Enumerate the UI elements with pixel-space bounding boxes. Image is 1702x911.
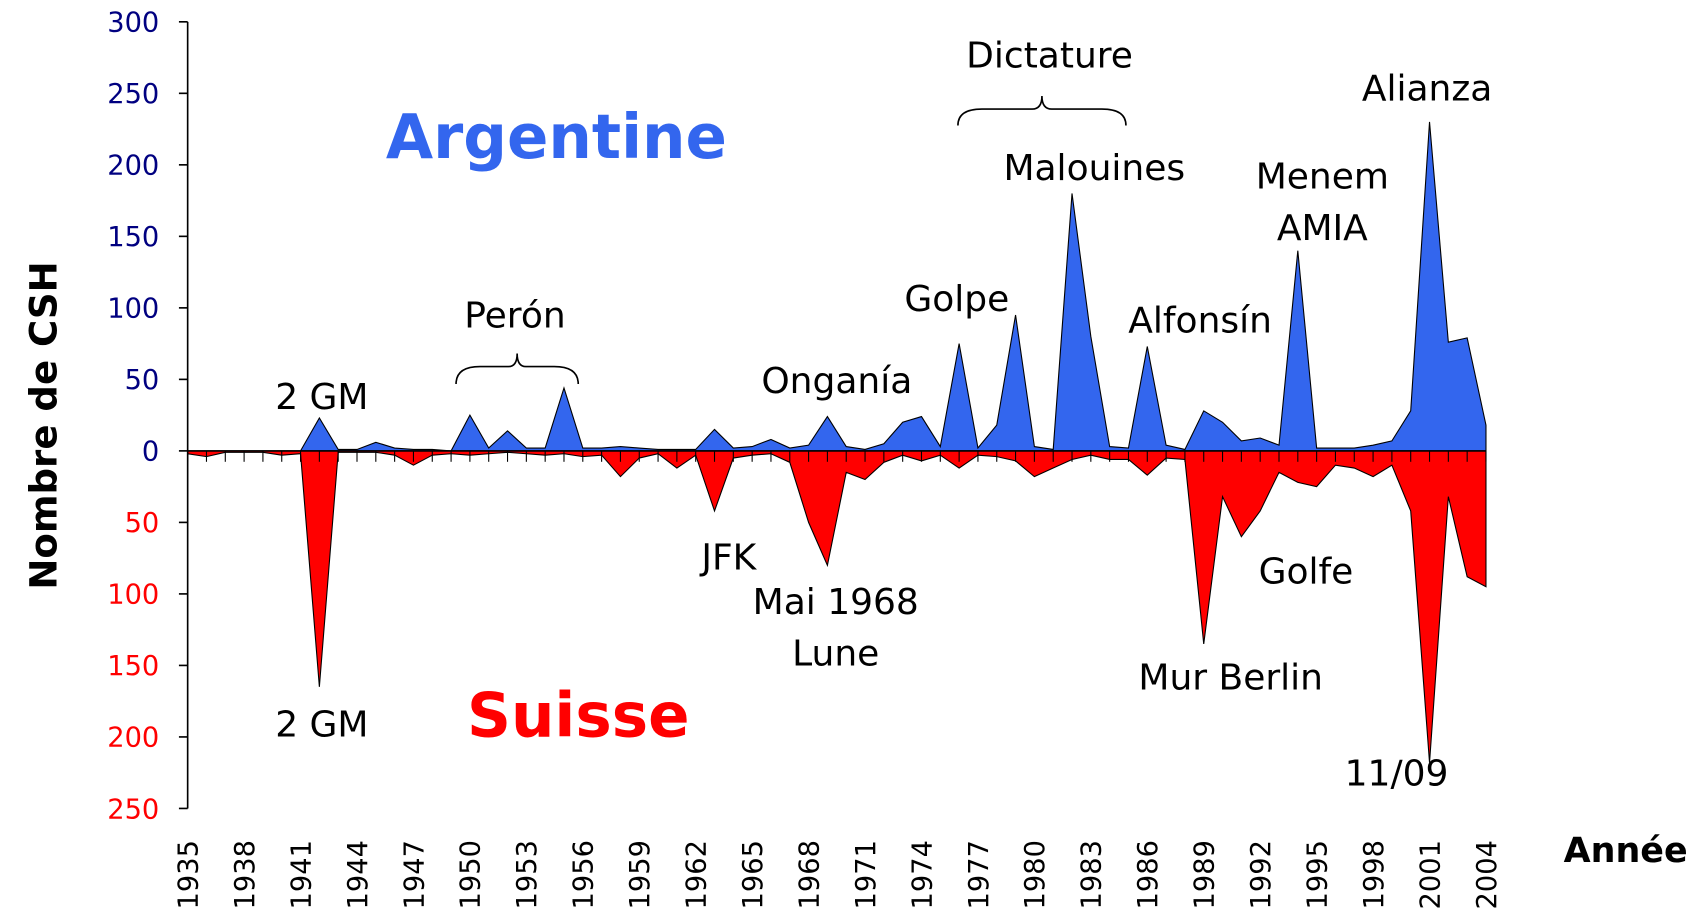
annotation: Golfe xyxy=(1259,552,1354,593)
y-tick-label: 250 xyxy=(107,794,159,825)
x-tick-label: 1986 xyxy=(1133,840,1164,909)
x-tick-label: 2004 xyxy=(1472,840,1503,909)
annotation: Alfonsín xyxy=(1128,301,1272,342)
annotation: Mai 1968 xyxy=(753,582,919,623)
x-tick-label: 1947 xyxy=(399,840,430,909)
y-tick-label: 250 xyxy=(107,79,159,110)
series-label: Argentine xyxy=(386,102,727,173)
x-tick-label: 1965 xyxy=(738,840,769,909)
annotation: JFK xyxy=(699,538,757,579)
y-axis-title: Nombre de CSH xyxy=(23,261,66,589)
series-label: Suisse xyxy=(467,680,690,751)
annotation: Perón xyxy=(464,295,565,336)
x-tick-label: 1995 xyxy=(1302,840,1333,909)
x-tick-label: 1950 xyxy=(456,840,487,909)
x-tick-label: 1938 xyxy=(230,840,261,909)
y-tick-label: 150 xyxy=(107,222,159,253)
annotation: Alianza xyxy=(1362,68,1492,109)
x-tick-label: 1962 xyxy=(682,840,713,909)
y-tick-label: 300 xyxy=(107,8,159,39)
annotation: Malouines xyxy=(1003,148,1185,189)
annotation: 2 GM xyxy=(275,704,368,745)
x-tick-label: 1959 xyxy=(625,840,656,909)
annotation: Menem xyxy=(1256,157,1389,198)
y-tick-label: 50 xyxy=(125,508,160,539)
annotation: Dictature xyxy=(966,36,1133,77)
x-tick-label: 1992 xyxy=(1246,840,1277,909)
y-tick-label: 100 xyxy=(107,580,159,611)
x-tick-label: 2001 xyxy=(1415,840,1446,909)
y-tick-label: 200 xyxy=(107,723,159,754)
annotation: Golpe xyxy=(904,279,1009,320)
brace-dictature xyxy=(957,95,1127,126)
y-tick-label: 150 xyxy=(107,651,159,682)
annotation: Onganía xyxy=(761,361,912,402)
annotation: AMIA xyxy=(1277,208,1368,249)
x-tick-label: 1935 xyxy=(173,840,204,909)
x-tick-label: 1998 xyxy=(1359,840,1390,909)
y-tick-label: 100 xyxy=(107,294,159,325)
y-tick-label: 0 xyxy=(142,437,159,468)
x-tick-label: 1989 xyxy=(1190,840,1221,909)
x-tick-label: 1944 xyxy=(343,840,374,909)
x-tick-label: 1971 xyxy=(851,840,882,909)
annotation: Mur Berlin xyxy=(1138,658,1323,699)
brace-peron xyxy=(455,353,580,385)
x-tick-label: 1974 xyxy=(907,840,938,909)
x-tick-label: 1956 xyxy=(569,840,600,909)
area xyxy=(187,121,1487,452)
x-tick-label: 1941 xyxy=(286,840,317,909)
x-tick-label: 1968 xyxy=(794,840,825,909)
y-tick-label: 200 xyxy=(107,151,159,182)
annotation: Lune xyxy=(792,634,879,675)
annotation: 2 GM xyxy=(275,377,368,418)
x-tick-label: 1983 xyxy=(1077,840,1108,909)
x-tick-label: 1977 xyxy=(964,840,995,909)
x-tick-label: 1953 xyxy=(512,840,543,909)
y-tick-label: 50 xyxy=(125,365,160,396)
x-tick-label: 1980 xyxy=(1020,840,1051,909)
x-axis-title: Année xyxy=(1564,831,1688,871)
annotation: 11/09 xyxy=(1345,754,1449,795)
